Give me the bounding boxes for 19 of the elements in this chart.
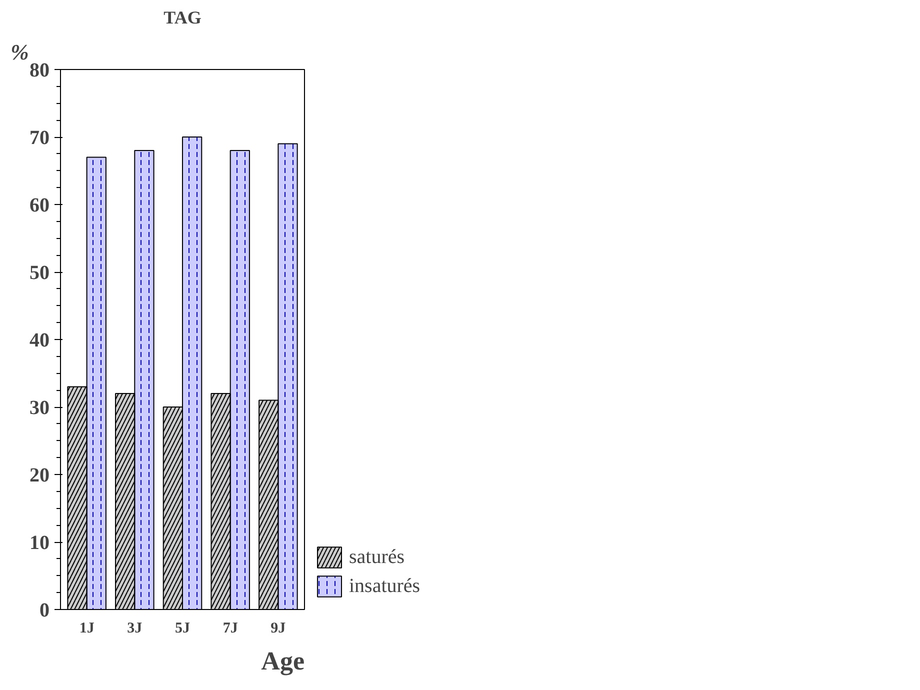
x-tick-label: 9J xyxy=(270,620,286,636)
chart-title: TAG xyxy=(164,8,202,28)
legend-label: insaturés xyxy=(349,574,420,598)
x-tick-label: 5J xyxy=(175,620,190,636)
y-tick-label: 10 xyxy=(30,532,50,554)
y-tick-label: 0 xyxy=(40,600,50,622)
x-axis-title: Age xyxy=(261,646,305,676)
y-tick-label: 60 xyxy=(30,194,50,216)
y-tick-label: 20 xyxy=(30,464,50,486)
x-tick-label: 7J xyxy=(222,620,238,636)
y-tick-label: 70 xyxy=(30,127,50,149)
y-tick-label: 40 xyxy=(30,330,50,352)
y-axis-title: % xyxy=(10,40,29,64)
x-tick-label: 3J xyxy=(127,620,143,636)
legend-label: saturés xyxy=(349,546,405,568)
y-tick-label: 30 xyxy=(30,397,50,419)
x-tick-label: 1J xyxy=(79,620,95,636)
y-tick-label: 50 xyxy=(30,262,50,284)
y-tick-label: 80 xyxy=(30,60,50,82)
